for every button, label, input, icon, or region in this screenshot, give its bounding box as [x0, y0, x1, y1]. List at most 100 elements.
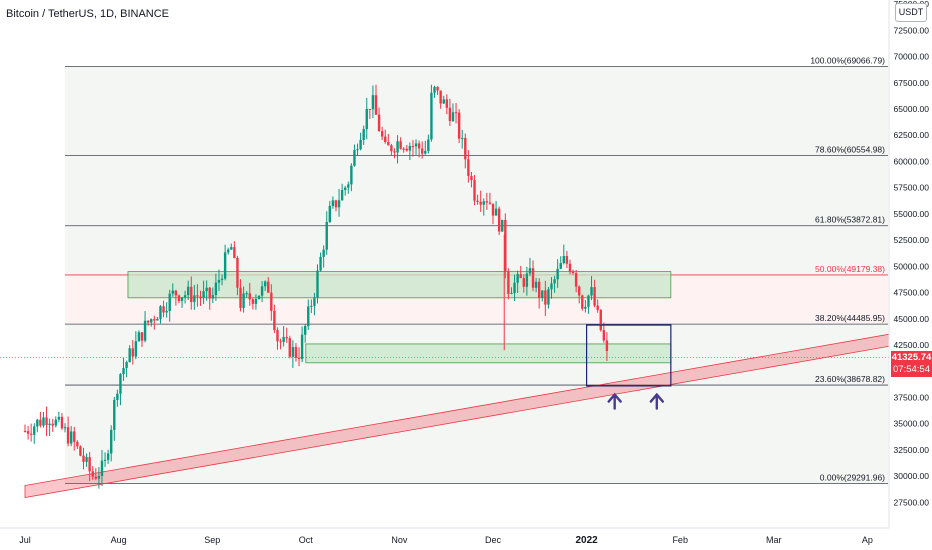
price-tick-label: 60000.00 [894, 156, 930, 166]
candle-body [162, 306, 165, 313]
candle-body [297, 357, 301, 360]
candle-body [384, 136, 387, 143]
candle-body [113, 399, 116, 430]
fib-level-label: 0.00%(29291.96) [820, 473, 885, 483]
target-box [585, 324, 672, 387]
candle-body [328, 205, 332, 222]
candle-body [408, 146, 412, 151]
candle-body [562, 256, 566, 264]
candle-body [537, 281, 541, 298]
time-axis[interactable] [0, 528, 889, 550]
candle-body [183, 295, 187, 298]
time-tick-label: Dec [485, 535, 502, 545]
candle-body [57, 416, 61, 420]
candle-body [159, 306, 162, 319]
fib-level-label: 23.60%(38678.82) [815, 374, 885, 384]
fib-level-label: 38.20%(44485.95) [815, 313, 885, 323]
candle-body [587, 295, 590, 307]
candle-body [106, 453, 110, 460]
candle-body [457, 112, 461, 139]
candle-body [220, 278, 224, 280]
candle-body [156, 318, 159, 321]
candle-body [519, 274, 522, 279]
price-tick-label: 52500.00 [894, 235, 930, 245]
up-arrow-icon [607, 392, 622, 410]
price-tick-label: 47500.00 [894, 288, 930, 298]
price-axis[interactable] [889, 0, 932, 550]
candle-body [276, 330, 279, 342]
candle-body [307, 306, 310, 327]
candle-body [494, 208, 498, 216]
candle-body [227, 249, 230, 253]
candle-body [479, 201, 482, 205]
candle-body [150, 319, 153, 323]
candle-body [516, 274, 519, 283]
candle-body [211, 295, 215, 299]
candle-body [245, 293, 248, 295]
currency-button[interactable]: USDT [895, 3, 927, 22]
symbol-title: Bitcoin / TetherUS, 1D, BINANCE [6, 8, 170, 20]
candle-body [63, 427, 67, 429]
price-tick-label: 42500.00 [894, 340, 930, 350]
candle-body [448, 107, 452, 122]
candle-body [257, 295, 261, 299]
candle-body [177, 295, 181, 302]
candle-body [230, 247, 233, 250]
candle-body [393, 151, 396, 153]
candle-body [574, 273, 578, 287]
candle-body [48, 423, 51, 425]
candle-body [233, 247, 236, 258]
candle-body [186, 286, 190, 296]
candle-body [60, 416, 64, 429]
candle-body [146, 320, 150, 323]
candle-body [504, 219, 507, 272]
candle-body [525, 273, 529, 287]
candle-body [510, 293, 513, 295]
candle-body [362, 129, 365, 140]
candle-body [513, 282, 516, 294]
candle-body [470, 175, 473, 181]
candle-body [531, 268, 535, 288]
candle-body [334, 200, 338, 208]
fib-band [65, 155, 888, 226]
last-price-value: 41325.74 [891, 352, 932, 363]
candle-body [85, 457, 88, 462]
candle-body [242, 293, 245, 308]
candle-body [140, 332, 144, 341]
candle-body [497, 208, 501, 232]
candle-body [82, 455, 85, 462]
candle-body [602, 330, 606, 341]
candle-body [196, 295, 199, 297]
candle-body [236, 257, 239, 288]
candle-body [313, 297, 316, 306]
candle-body [137, 332, 141, 342]
candle-body [368, 108, 372, 110]
candle-body [291, 347, 295, 357]
price-tick-label: 65000.00 [894, 104, 930, 114]
candle-body [356, 149, 359, 151]
candle-body [390, 145, 393, 152]
time-tick-label: Mar [766, 535, 782, 545]
candle-body [436, 86, 439, 91]
candle-body [371, 95, 375, 110]
candle-body [402, 148, 405, 150]
candle-body [171, 290, 174, 294]
fib-band [65, 66, 888, 156]
candle-body [134, 341, 138, 357]
last-price-badge: 41325.74 07:54:54 [891, 351, 932, 377]
bar-countdown: 07:54:54 [893, 364, 930, 375]
candle-body [454, 112, 458, 114]
candle-body [279, 341, 282, 343]
candle-body [365, 108, 368, 130]
candle-body [125, 362, 128, 369]
time-tick-label: Jul [19, 535, 31, 545]
candle-body [482, 201, 485, 205]
candle-body [534, 281, 538, 288]
candle-body [128, 348, 131, 363]
candle-body [553, 279, 556, 284]
fib-level-label: 78.60%(60554.98) [815, 145, 885, 155]
candle-body [353, 150, 356, 166]
candle-body [91, 471, 94, 477]
